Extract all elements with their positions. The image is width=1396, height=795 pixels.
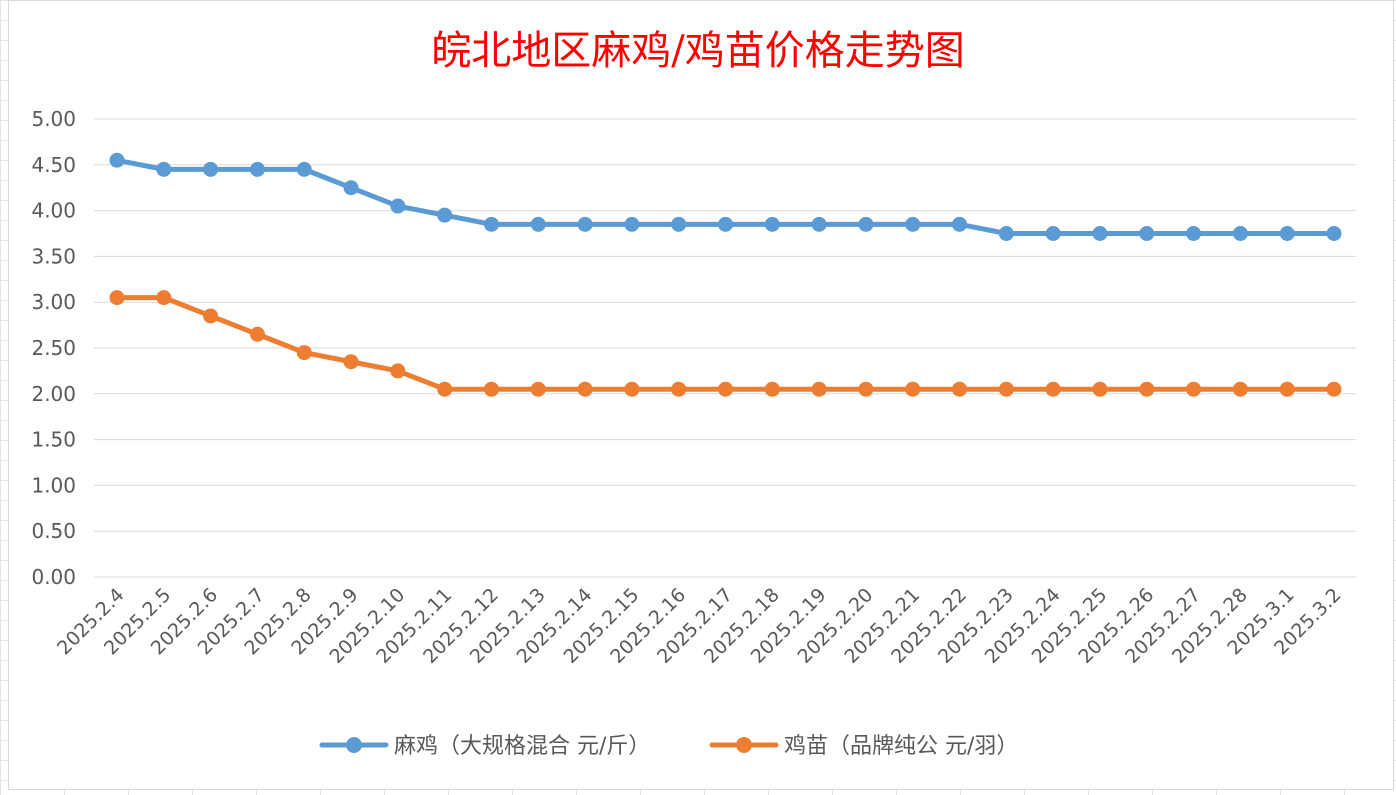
data-point-s2 [390, 363, 406, 379]
data-point-s2 [1279, 381, 1295, 397]
legend: 麻鸡（大规格混合 元/斤） 鸡苗（品牌纯公 元/羽） [319, 734, 1018, 759]
data-point-s1 [156, 161, 172, 177]
data-point-s1 [952, 216, 968, 232]
y-tick-label: 1.50 [31, 428, 76, 452]
data-point-s1 [530, 216, 546, 232]
data-point-s1 [998, 226, 1014, 241]
data-point-s1 [1186, 226, 1202, 241]
data-point-s2 [109, 290, 125, 306]
data-point-s2 [811, 381, 827, 397]
data-point-s1 [1092, 226, 1108, 241]
data-point-s2 [858, 381, 874, 397]
data-point-s1 [718, 216, 733, 232]
data-point-s2 [1186, 381, 1202, 397]
y-tick-label: 0.50 [31, 519, 76, 543]
data-point-s1 [1045, 226, 1061, 241]
legend-label-2: 鸡苗（品牌纯公 元/羽） [784, 734, 1018, 759]
data-point-s2 [905, 381, 921, 397]
data-point-s1 [1232, 226, 1248, 241]
data-point-s2 [1045, 381, 1061, 397]
gridlines [94, 118, 1356, 578]
data-point-s1 [905, 216, 921, 232]
data-point-s2 [1232, 381, 1248, 397]
data-point-s1 [390, 198, 406, 214]
y-axis-ticks: 0.00 0.50 1.00 1.50 2.00 2.50 3.00 3.50 4.00 4.50… [31, 107, 76, 589]
data-point-s2 [437, 381, 453, 397]
data-point-s1 [1326, 226, 1342, 241]
data-point-s1 [671, 216, 687, 232]
y-tick-label: 3.00 [31, 290, 76, 314]
data-point-s2 [296, 345, 312, 361]
data-point-s2 [1139, 381, 1155, 397]
data-point-s1 [624, 216, 640, 232]
data-point-s2 [1326, 381, 1342, 397]
data-point-s2 [343, 354, 359, 370]
data-point-s1 [249, 161, 265, 177]
data-point-s2 [577, 381, 593, 397]
y-tick-label: 2.00 [31, 382, 76, 406]
y-tick-label: 2.50 [31, 336, 76, 360]
y-tick-label: 3.50 [31, 244, 76, 268]
data-point-s1 [577, 216, 593, 232]
data-point-s1 [764, 216, 780, 232]
y-tick-label: 0.00 [31, 565, 76, 589]
legend-marker-1 [346, 737, 362, 753]
data-point-s1 [296, 161, 312, 177]
series-line-2 [114, 295, 1337, 392]
data-point-s2 [718, 381, 733, 397]
data-point-s1 [109, 152, 125, 168]
series-layer [109, 152, 1342, 397]
data-point-s2 [624, 381, 640, 397]
x-axis-ticks: 2025.2.42025.2.52025.2.62025.2.72025.2.8… [53, 584, 1345, 668]
data-point-s2 [530, 381, 546, 397]
legend-label-1: 麻鸡（大规格混合 元/斤） [394, 734, 650, 759]
data-point-s1 [1139, 226, 1155, 241]
data-point-s1 [811, 216, 827, 232]
chart-title: 皖北地区麻鸡/鸡苗价格走势图 [431, 28, 964, 74]
data-point-s2 [203, 308, 219, 324]
data-point-s2 [156, 290, 172, 306]
y-tick-label: 4.50 [31, 153, 76, 177]
data-point-s1 [1279, 226, 1295, 241]
y-tick-label: 5.00 [31, 107, 76, 131]
data-point-s2 [249, 326, 265, 342]
data-point-s2 [671, 381, 687, 397]
data-point-s1 [203, 161, 219, 177]
data-point-s2 [998, 381, 1014, 397]
data-point-s2 [952, 381, 968, 397]
y-tick-label: 4.00 [31, 199, 76, 223]
data-point-s1 [437, 207, 453, 223]
chart-container[interactable] [8, 0, 1394, 790]
data-point-s2 [483, 381, 499, 397]
data-point-s2 [1092, 381, 1108, 397]
data-point-s1 [343, 180, 359, 196]
data-point-s1 [483, 216, 499, 232]
data-point-s1 [858, 216, 874, 232]
y-tick-label: 1.00 [31, 473, 76, 497]
data-point-s2 [764, 381, 780, 397]
legend-marker-2 [736, 737, 752, 753]
